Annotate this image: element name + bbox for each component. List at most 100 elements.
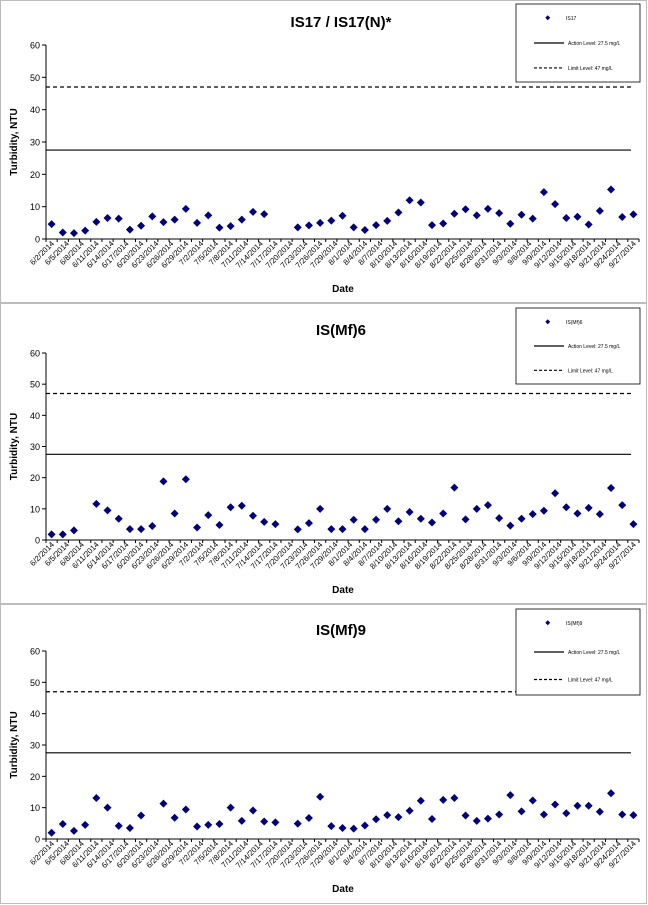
data-point: [248, 511, 257, 520]
data-point: [573, 212, 582, 221]
data-point: [170, 509, 179, 518]
data-point: [47, 828, 56, 837]
data-point: [472, 504, 481, 513]
data-point: [629, 520, 638, 529]
data-point: [338, 211, 347, 220]
data-point: [450, 483, 459, 492]
chart-svg-1: IS17 / IS17(N)*01020304050606/2/20146/5/…: [9, 3, 641, 295]
data-point: [428, 814, 437, 823]
data-point: [58, 228, 67, 237]
y-tick-label: 40: [30, 709, 40, 719]
data-point: [394, 813, 403, 822]
data-point: [573, 509, 582, 518]
data-point: [69, 526, 78, 535]
data-point: [372, 815, 381, 824]
legend-label-series: IS(Mf)6: [566, 320, 583, 326]
data-point: [539, 506, 548, 515]
data-point: [349, 515, 358, 524]
data-point: [528, 510, 537, 519]
data-point: [495, 810, 504, 819]
data-point: [562, 809, 571, 818]
y-tick-label: 60: [30, 349, 40, 359]
data-point: [226, 222, 235, 231]
data-point: [360, 525, 369, 534]
data-point: [81, 820, 90, 829]
data-point: [551, 200, 560, 209]
data-point: [360, 821, 369, 830]
data-point: [114, 514, 123, 523]
data-point: [181, 204, 190, 213]
y-tick-label: 10: [30, 803, 40, 813]
x-axis-title: Date: [332, 585, 354, 596]
data-point: [204, 211, 213, 220]
data-point: [103, 803, 112, 812]
data-point: [316, 218, 325, 227]
data-point: [193, 523, 202, 532]
data-point: [517, 514, 526, 523]
data-point: [159, 799, 168, 808]
legend-label-action: Action Level: 27.5 mg/L: [568, 650, 620, 656]
chart-svg-2: IS(Mf)601020304050606/2/20146/5/20146/8/…: [9, 307, 641, 596]
data-point: [629, 210, 638, 219]
data-point: [394, 208, 403, 217]
data-point: [215, 521, 224, 530]
data-point: [595, 807, 604, 816]
data-point: [383, 504, 392, 513]
data-point: [439, 219, 448, 228]
data-point: [528, 796, 537, 805]
data-point: [327, 525, 336, 534]
data-point: [539, 810, 548, 819]
data-point: [483, 204, 492, 213]
data-point: [461, 811, 470, 820]
data-point: [360, 225, 369, 234]
y-tick-label: 0: [35, 835, 40, 845]
chart-title: IS(Mf)6: [316, 322, 366, 339]
legend-label-action: Action Level: 27.5 mg/L: [568, 344, 620, 350]
data-point: [562, 213, 571, 222]
data-point: [461, 205, 470, 214]
data-point: [304, 814, 313, 823]
data-point: [248, 207, 257, 216]
data-point: [248, 806, 257, 815]
y-tick-label: 20: [30, 772, 40, 782]
y-tick-label: 20: [30, 170, 40, 180]
data-point: [204, 511, 213, 520]
data-point: [215, 819, 224, 828]
data-point: [405, 196, 414, 205]
data-point: [338, 525, 347, 534]
data-point: [405, 507, 414, 516]
y-tick-label: 0: [35, 536, 40, 546]
legend-marker: [545, 620, 551, 626]
data-point: [618, 810, 627, 819]
data-point: [226, 503, 235, 512]
y-tick-label: 40: [30, 411, 40, 421]
chart-title: IS17 / IS17(N)*: [291, 14, 392, 31]
legend-marker: [545, 15, 551, 21]
data-point: [506, 219, 515, 228]
data-point: [226, 803, 235, 812]
chart-panel-3: IS(Mf)9 0 10 20 30 40 50 60 6/2/2014 6/5/2014 6/8/…: [0, 604, 647, 904]
data-point: [349, 223, 358, 232]
data-point: [316, 504, 325, 513]
data-point: [304, 221, 313, 230]
data-point: [618, 213, 627, 222]
data-point: [461, 515, 470, 524]
data-point: [528, 214, 537, 223]
x-axis-title: Date: [332, 284, 354, 295]
data-point: [304, 519, 313, 528]
data-point: [114, 821, 123, 830]
data-point: [483, 814, 492, 823]
legend-label-limit: Limit Level: 47 mg/L: [568, 66, 613, 72]
data-point: [495, 514, 504, 523]
x-axis-title: Date: [332, 884, 354, 895]
y-axis-title: Turbidity, NTU: [9, 108, 20, 175]
legend-label-series: IS17: [566, 16, 577, 22]
data-point: [103, 506, 112, 515]
y-tick-label: 30: [30, 138, 40, 148]
y-tick-label: 60: [30, 647, 40, 657]
data-point: [584, 503, 593, 512]
data-point: [137, 221, 146, 230]
data-point: [416, 796, 425, 805]
data-point: [125, 525, 134, 534]
y-tick-label: 10: [30, 504, 40, 514]
